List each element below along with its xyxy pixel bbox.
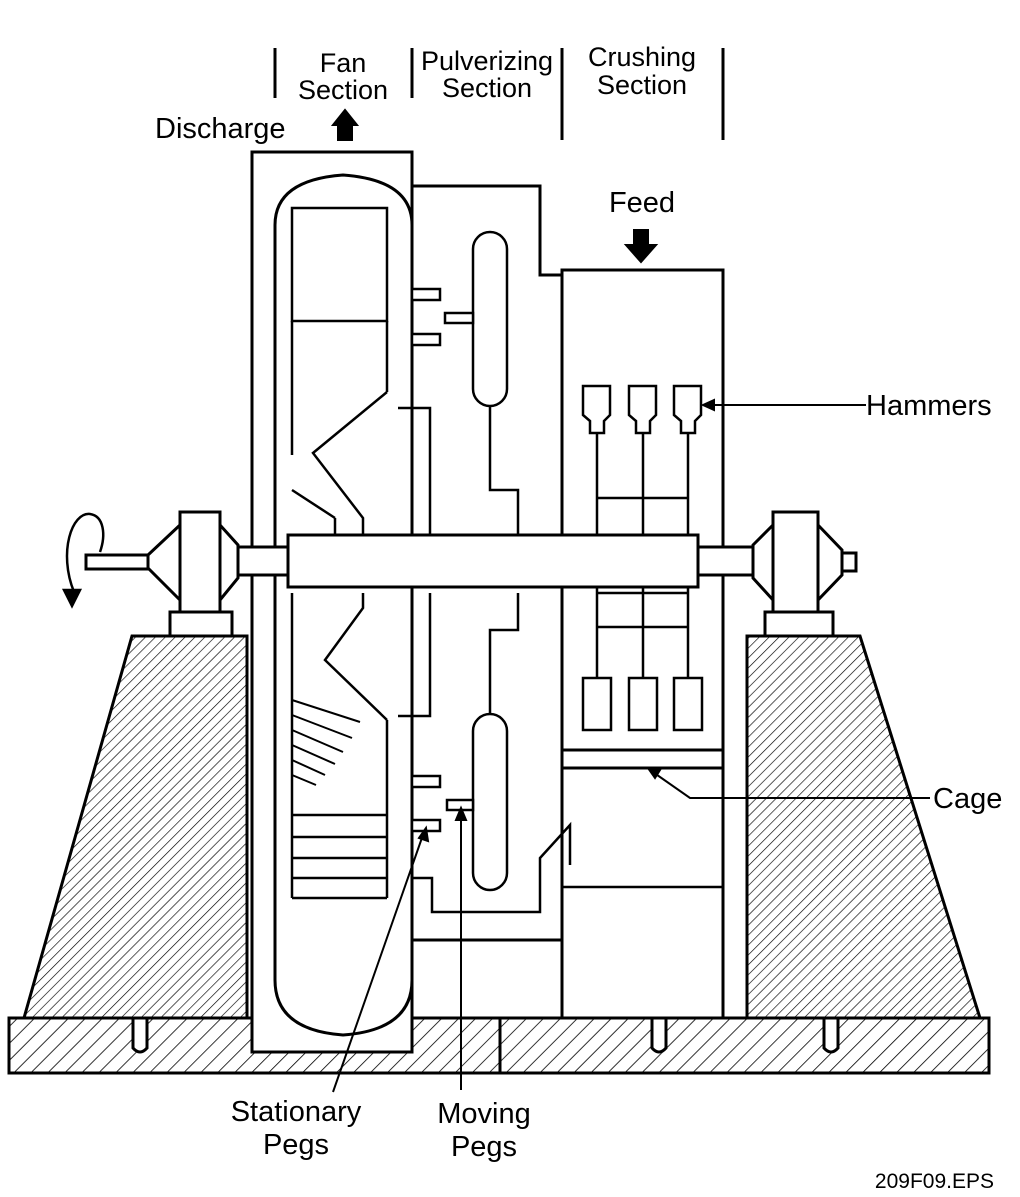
base-plate — [7, 1016, 991, 1075]
right-bearing — [751, 510, 844, 614]
crushing-housing — [560, 268, 725, 1020]
rotation-arrow-icon — [61, 512, 105, 609]
right-pedestal — [745, 610, 983, 1020]
feed-arrow-icon — [623, 229, 659, 264]
moving-pegs-leader — [454, 805, 468, 1090]
fan-housing — [250, 150, 414, 1054]
discharge-arrow-icon — [330, 108, 360, 141]
cage-label: Cage — [933, 783, 1002, 815]
pulverizing-section-label-line2: Section — [442, 73, 532, 103]
fan-blades — [290, 206, 389, 900]
section-dividers — [273, 48, 725, 140]
cage-leader — [645, 766, 930, 799]
stationary-pegs — [410, 287, 442, 833]
crushing-section-label-line2: Section — [597, 70, 687, 100]
hammers-label: Hammers — [866, 390, 992, 422]
discharge-label: Discharge — [155, 113, 286, 145]
crushing-section-label-line1: Crushing — [588, 42, 696, 72]
stationary-pegs-label-line2: Pegs — [263, 1129, 329, 1161]
hammers — [581, 384, 704, 732]
hammers-leader — [700, 398, 866, 412]
stationary-pegs-leader — [332, 825, 430, 1093]
left-bearing — [146, 510, 240, 614]
file-id-label: 209F09.EPS — [875, 1170, 994, 1193]
left-pedestal — [22, 610, 249, 1020]
pulverizing-housing — [412, 184, 562, 942]
main-shaft — [84, 533, 858, 589]
lower-chute — [412, 821, 723, 1018]
fan-vanes — [291, 699, 361, 786]
fan-section-label-line2: Section — [298, 75, 388, 105]
stationary-pegs-label-line1: Stationary — [231, 1096, 362, 1128]
moving-pegs-label-line2: Pegs — [451, 1131, 517, 1163]
feed-label: Feed — [609, 187, 675, 219]
section-labels: Fan Section Pulverizing Section Crushing… — [298, 42, 696, 105]
pulverizing-section-label-line1: Pulverizing — [421, 46, 553, 76]
fan-section-label-line1: Fan — [320, 48, 367, 78]
moving-pegs-label-line1: Moving — [437, 1098, 531, 1130]
